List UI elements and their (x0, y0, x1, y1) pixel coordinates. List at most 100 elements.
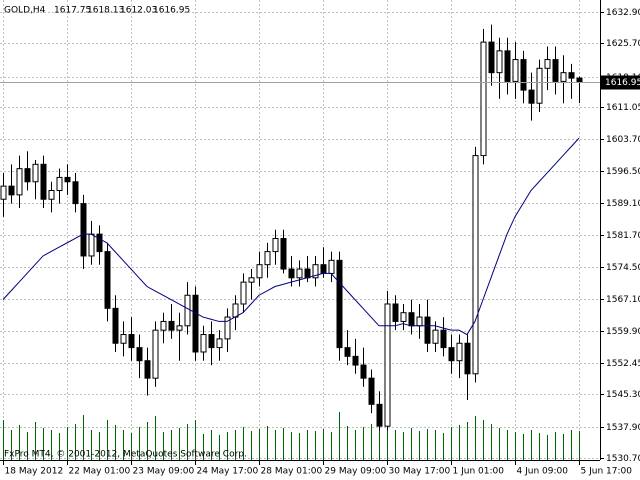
ohlc-high: 1618.13 (87, 6, 124, 16)
candle-body (320, 264, 327, 274)
candle-body (248, 277, 255, 283)
candle-body (360, 364, 367, 379)
candle-body (528, 89, 535, 104)
candle-body (64, 176, 71, 183)
candle-body (48, 190, 55, 200)
candle-body (512, 59, 519, 82)
candle-body (16, 168, 23, 196)
x-tick-label: 4 Jun 09:00 (517, 467, 569, 477)
y-tick-label: 1611.05 (606, 103, 640, 113)
candle-body (80, 203, 87, 257)
candle-body (400, 312, 407, 322)
y-tick-label: 1574.50 (606, 263, 640, 273)
candle-body (336, 259, 343, 349)
candle-body (24, 168, 31, 183)
candle-body (32, 163, 39, 183)
candle-body (72, 181, 79, 205)
moving-average (2, 137, 580, 336)
candle-body (416, 316, 423, 327)
current-price-label: 1616.95 (605, 78, 640, 88)
symbol: GOLD,H4 (4, 6, 46, 16)
footer: FxPro MT4, © 2001-2012, MetaQuotes Softw… (4, 450, 247, 460)
candle-body (240, 281, 247, 305)
candle-body (144, 360, 151, 379)
candle-body (192, 294, 199, 353)
ohlc-open: 1617.75 (54, 6, 91, 16)
y-tick-label: 1530.70 (606, 454, 640, 464)
candle-body (104, 251, 111, 309)
x-tick-label: 18 May 2012 (5, 467, 64, 477)
candle-body (112, 307, 119, 344)
y-tick-label: 1596.50 (606, 167, 640, 177)
y-tick-label: 1559.90 (606, 327, 640, 337)
y-tick-label: 1625.70 (606, 39, 640, 49)
candle-body (88, 233, 95, 257)
candle-body (376, 403, 383, 427)
y-tick-label: 1632.90 (606, 8, 640, 18)
candle-body (40, 163, 47, 200)
candle-body (264, 251, 271, 266)
x-tick-label: 30 May 17:00 (389, 467, 451, 477)
candle-body (536, 67, 543, 104)
candle-body (424, 316, 431, 344)
y-tick-label: 1545.30 (606, 390, 640, 400)
x-tick-label: 23 May 09:00 (133, 467, 195, 477)
candle-body (408, 312, 415, 327)
candle-body (8, 185, 15, 196)
y-tick-label: 1552.45 (606, 359, 640, 369)
current-price-box (601, 75, 640, 90)
candle-body (256, 264, 263, 279)
y-tick-label: 1567.10 (606, 295, 640, 305)
candle-body (168, 320, 175, 331)
y-tick-label: 1537.90 (606, 423, 640, 433)
x-tick-label: 28 May 01:00 (261, 467, 323, 477)
candle-body (328, 259, 335, 274)
candle-body (552, 59, 559, 82)
candle-body (0, 185, 7, 200)
candle-body (96, 233, 103, 253)
candle-body (136, 347, 143, 362)
candle-body (120, 334, 127, 344)
candle-body (312, 264, 319, 279)
x-tick-label: 24 May 17:00 (197, 467, 259, 477)
candle-body (488, 41, 495, 74)
x-tick-label: 22 May 01:00 (69, 467, 131, 477)
candle-body (288, 268, 295, 279)
candle-body (184, 294, 191, 327)
candle-body (216, 338, 223, 349)
ohlc-close: 1616.95 (153, 6, 190, 16)
candle-body (232, 303, 239, 318)
candle-body (208, 334, 215, 349)
candle-body (568, 72, 575, 79)
candle-body (480, 41, 487, 157)
candle-body (368, 377, 375, 405)
candle-body (384, 303, 391, 427)
candle-body (440, 329, 447, 349)
x-tick-label: 1 Jun 01:00 (453, 467, 505, 477)
candle-body (56, 176, 63, 192)
candle-body (176, 325, 183, 331)
candle-body (280, 238, 287, 270)
candle-body (352, 355, 359, 366)
candle-body (520, 59, 527, 91)
candle-body (200, 334, 207, 353)
candle-body (224, 316, 231, 340)
candle-body (432, 329, 439, 344)
y-tick-label: 1581.70 (606, 231, 640, 241)
candle-body (296, 268, 303, 279)
candle-body (560, 72, 567, 82)
candle-body (496, 50, 503, 74)
x-tick-label: 5 Jun 17:00 (581, 467, 633, 477)
ohlc-low: 1612.03 (120, 6, 157, 16)
candle-body (392, 303, 399, 322)
candle-body (576, 77, 583, 83)
candle-body (456, 342, 463, 362)
y-tick-label: 1603.70 (606, 135, 640, 145)
candle-body (448, 347, 455, 362)
candle-body (128, 334, 135, 349)
candle-body (272, 238, 279, 253)
candle-body (464, 342, 471, 375)
y-tick-label: 1589.10 (606, 199, 640, 209)
